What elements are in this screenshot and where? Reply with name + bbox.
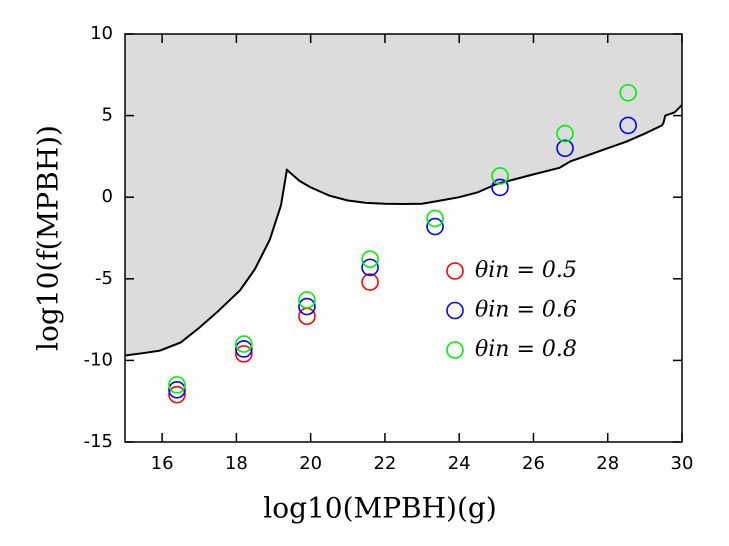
- x-tick-label: 16: [151, 453, 174, 474]
- excluded-region: [125, 34, 682, 356]
- point: [426, 209, 444, 228]
- x-tick-label: 20: [299, 453, 322, 474]
- y-tick-label: 10: [90, 23, 113, 44]
- x-tick-label: 28: [596, 453, 619, 474]
- point: [619, 116, 637, 135]
- point: [556, 139, 574, 158]
- point: [298, 297, 316, 316]
- point: [168, 380, 186, 399]
- legend-marker: [446, 262, 464, 280]
- boundary-line: [124, 104, 683, 357]
- x-tick-label: 18: [225, 453, 248, 474]
- point: [361, 258, 379, 277]
- legend-label: θin = 0.5: [475, 258, 577, 283]
- legend-label: θin = 0.8: [475, 337, 577, 362]
- point: [361, 250, 379, 269]
- point: [619, 83, 637, 102]
- point: [298, 291, 316, 309]
- x-tick-label: 22: [373, 453, 396, 474]
- point: [361, 273, 379, 291]
- x-tick-label: 24: [448, 453, 471, 474]
- point: [235, 345, 253, 363]
- point: [491, 178, 509, 197]
- y-tick-label: -15: [84, 431, 113, 452]
- legend-label: θin = 0.6: [475, 298, 577, 323]
- y-axis-label: log10(f(MPBH)): [32, 125, 65, 351]
- x-tick-label: 26: [522, 453, 545, 474]
- legend-marker: [446, 301, 464, 320]
- point: [491, 167, 509, 185]
- legend-marker: [446, 341, 464, 359]
- point: [235, 340, 253, 358]
- y-tick-label: 0: [102, 186, 113, 207]
- point: [168, 385, 186, 404]
- point: [235, 335, 253, 353]
- y-tick-label: -5: [95, 268, 113, 289]
- x-tick-label: 30: [671, 453, 694, 474]
- point: [168, 376, 186, 394]
- point: [556, 124, 574, 143]
- x-axis-label: log10(MPBH)(g): [263, 492, 497, 525]
- point: [298, 307, 316, 326]
- y-tick-label: -10: [84, 349, 113, 370]
- point: [426, 217, 444, 236]
- y-tick-label: 5: [102, 105, 113, 126]
- plot-frame: [124, 33, 683, 443]
